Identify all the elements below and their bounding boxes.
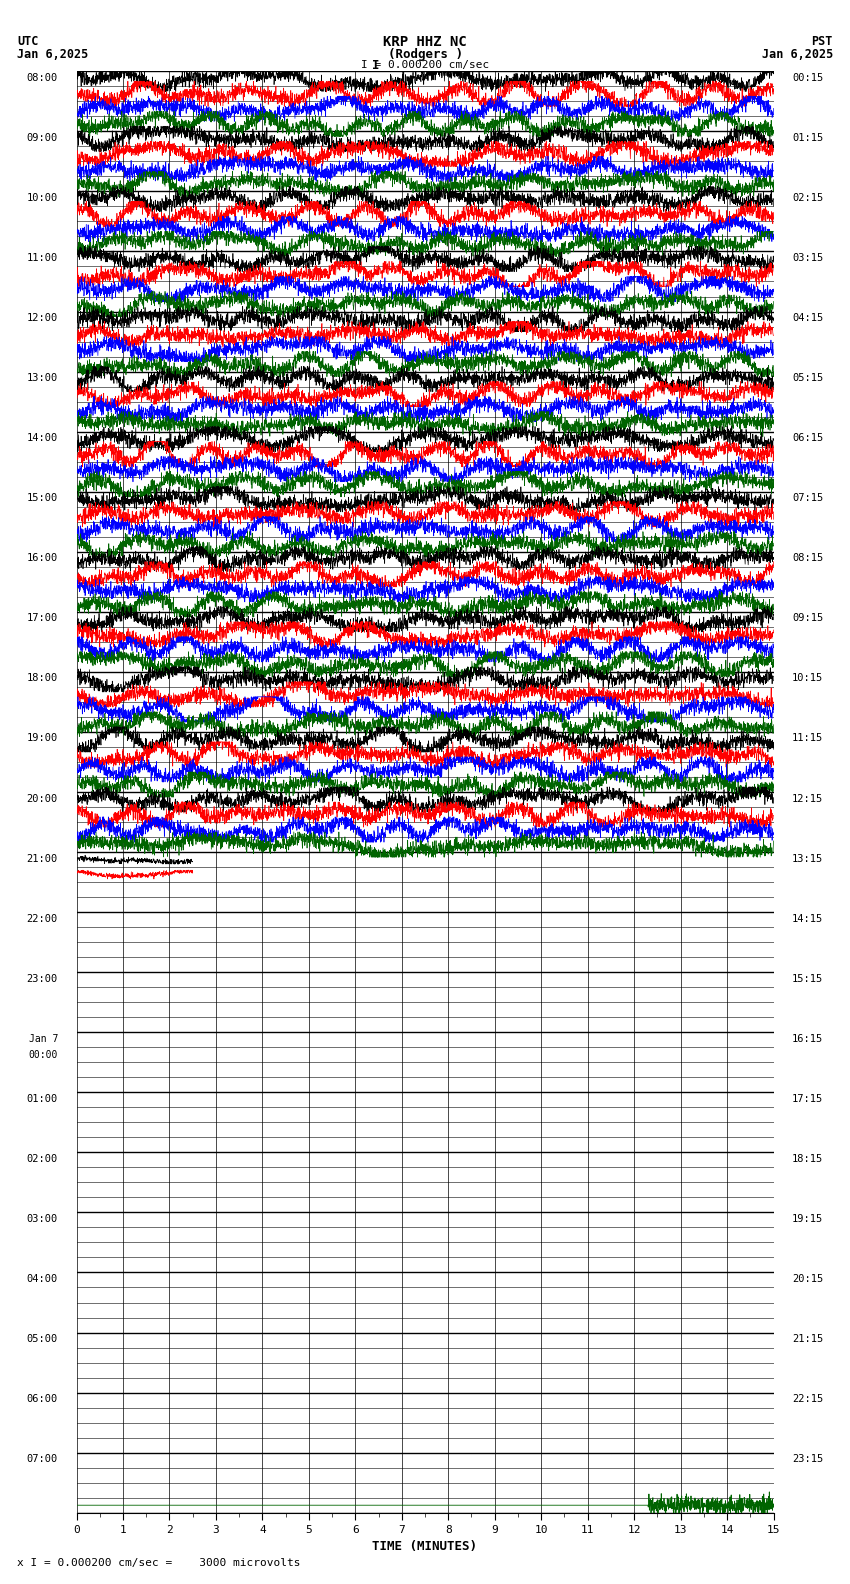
Text: 16:15: 16:15	[792, 1034, 824, 1044]
Text: 10:15: 10:15	[792, 673, 824, 683]
Text: 18:15: 18:15	[792, 1153, 824, 1164]
Text: 04:15: 04:15	[792, 314, 824, 323]
Text: 09:15: 09:15	[792, 613, 824, 624]
Text: 01:00: 01:00	[26, 1095, 58, 1104]
Text: I = 0.000200 cm/sec: I = 0.000200 cm/sec	[361, 60, 489, 70]
Text: x I = 0.000200 cm/sec =    3000 microvolts: x I = 0.000200 cm/sec = 3000 microvolts	[17, 1559, 301, 1568]
Text: 15:00: 15:00	[26, 493, 58, 504]
Text: 00:15: 00:15	[792, 73, 824, 82]
Text: 19:00: 19:00	[26, 733, 58, 743]
Text: 02:00: 02:00	[26, 1153, 58, 1164]
Text: Jan 6,2025: Jan 6,2025	[17, 48, 88, 60]
Text: 03:15: 03:15	[792, 253, 824, 263]
Text: 02:15: 02:15	[792, 193, 824, 203]
X-axis label: TIME (MINUTES): TIME (MINUTES)	[372, 1540, 478, 1552]
Text: 11:00: 11:00	[26, 253, 58, 263]
Text: 17:15: 17:15	[792, 1095, 824, 1104]
Text: 20:00: 20:00	[26, 794, 58, 803]
Text: 19:15: 19:15	[792, 1213, 824, 1224]
Text: 22:15: 22:15	[792, 1394, 824, 1403]
Text: 23:15: 23:15	[792, 1454, 824, 1464]
Text: 12:15: 12:15	[792, 794, 824, 803]
Text: KRP HHZ NC: KRP HHZ NC	[383, 35, 467, 49]
Text: PST: PST	[812, 35, 833, 48]
Text: 13:15: 13:15	[792, 854, 824, 863]
Text: 20:15: 20:15	[792, 1274, 824, 1285]
Text: 12:00: 12:00	[26, 314, 58, 323]
Text: UTC: UTC	[17, 35, 38, 48]
Text: 07:00: 07:00	[26, 1454, 58, 1464]
Text: 21:15: 21:15	[792, 1334, 824, 1345]
Text: 14:00: 14:00	[26, 432, 58, 444]
Text: 14:15: 14:15	[792, 914, 824, 923]
Text: 05:15: 05:15	[792, 374, 824, 383]
Text: 17:00: 17:00	[26, 613, 58, 624]
Text: 08:00: 08:00	[26, 73, 58, 82]
Text: 07:15: 07:15	[792, 493, 824, 504]
Text: (Rodgers ): (Rodgers )	[388, 48, 462, 60]
Text: 15:15: 15:15	[792, 974, 824, 984]
Text: 06:15: 06:15	[792, 432, 824, 444]
Text: 16:00: 16:00	[26, 553, 58, 564]
Text: 22:00: 22:00	[26, 914, 58, 923]
Text: 03:00: 03:00	[26, 1213, 58, 1224]
Text: 10:00: 10:00	[26, 193, 58, 203]
Text: 13:00: 13:00	[26, 374, 58, 383]
Text: Jan 6,2025: Jan 6,2025	[762, 48, 833, 60]
Text: 01:15: 01:15	[792, 133, 824, 143]
Text: 18:00: 18:00	[26, 673, 58, 683]
Text: 11:15: 11:15	[792, 733, 824, 743]
Text: 21:00: 21:00	[26, 854, 58, 863]
Text: 04:00: 04:00	[26, 1274, 58, 1285]
Text: 09:00: 09:00	[26, 133, 58, 143]
Text: 08:15: 08:15	[792, 553, 824, 564]
Text: 06:00: 06:00	[26, 1394, 58, 1403]
Text: 00:00: 00:00	[29, 1050, 58, 1060]
Text: Jan 7: Jan 7	[29, 1034, 58, 1044]
Text: 23:00: 23:00	[26, 974, 58, 984]
Text: I: I	[372, 59, 380, 71]
Text: 05:00: 05:00	[26, 1334, 58, 1345]
